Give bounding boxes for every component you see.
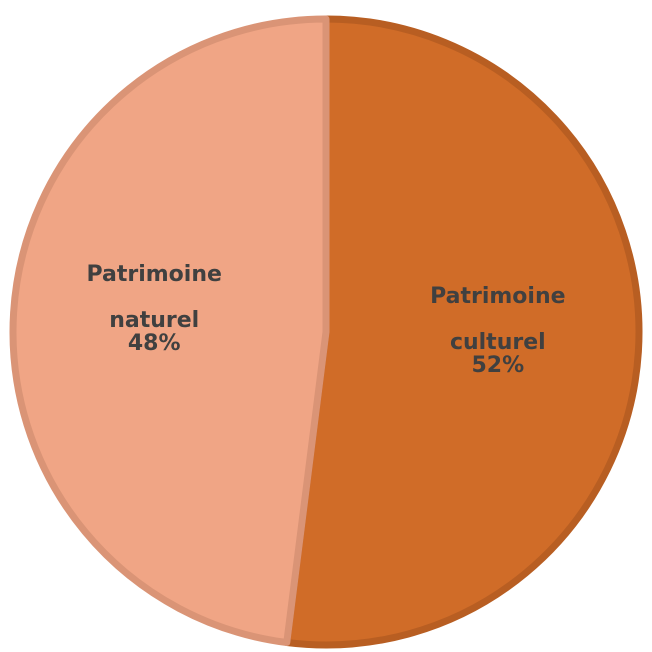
slice-label: Patrimoine naturel	[86, 262, 221, 333]
pie-slice	[9, 15, 330, 647]
slice-label: Patrimoine culturel	[430, 284, 565, 355]
pie-slice	[283, 15, 643, 649]
slice-value-label: 48%	[128, 331, 181, 356]
slice-value-label: 52%	[471, 353, 524, 378]
